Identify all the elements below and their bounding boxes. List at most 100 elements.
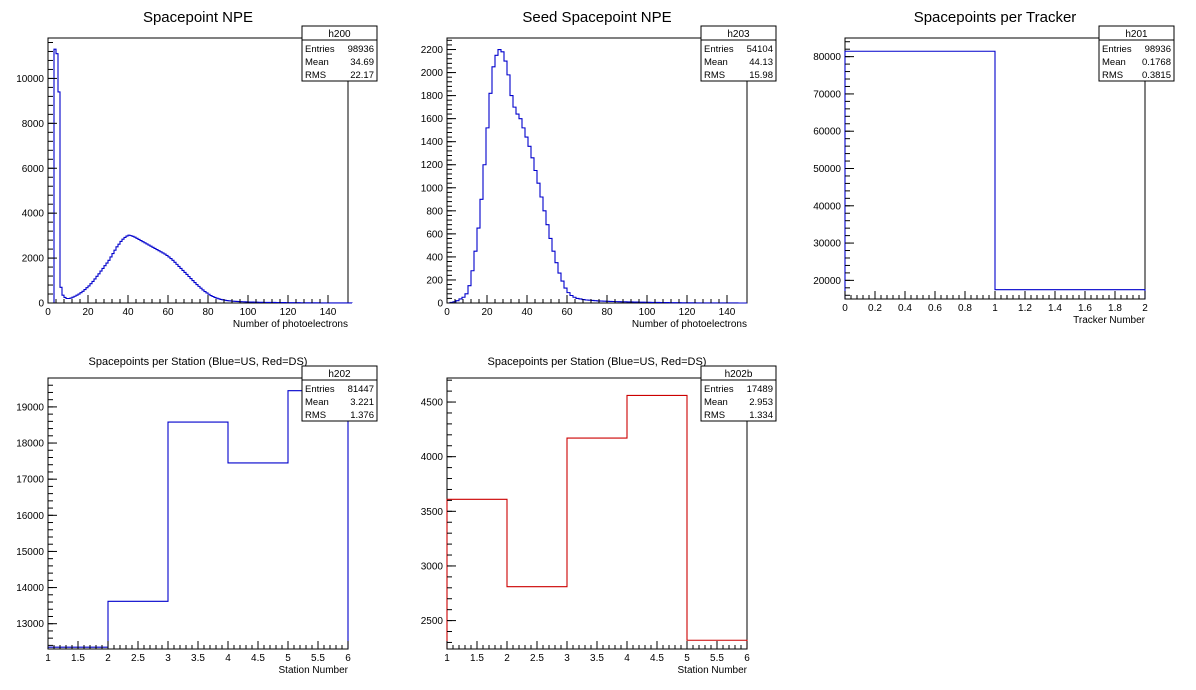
stats-value-mean: 3.221 — [350, 397, 374, 408]
stats-box-frame — [700, 25, 777, 82]
y-tick-label: 19000 — [16, 402, 44, 413]
chart-title: Seed Spacepoint NPE — [522, 9, 671, 26]
stats-label-mean: Mean — [1102, 57, 1126, 68]
stats-value-rms: 1.334 — [749, 410, 773, 421]
stats-value-rms: 1.376 — [350, 410, 374, 421]
y-tick-label: 80000 — [813, 52, 841, 63]
x-tick-label: 80 — [601, 307, 613, 318]
y-tick-label: 3000 — [421, 561, 444, 572]
x-tick-label: 2 — [105, 653, 111, 664]
histogram-line — [446, 394, 748, 649]
stats-box-frame — [1098, 25, 1175, 82]
y-tick-label: 600 — [426, 229, 443, 240]
y-tick-label: 50000 — [813, 164, 841, 175]
stats-value-entries: 17489 — [747, 384, 773, 395]
y-tick-label: 15000 — [16, 547, 44, 558]
stats-box: h201 Entries 98936 Mean 0.1768 RMS 0.3815 — [1098, 25, 1175, 82]
histogram-line — [47, 390, 349, 649]
y-tick-label: 1400 — [421, 137, 444, 148]
histogram-line — [447, 48, 747, 304]
x-tick-label: 0.8 — [958, 303, 972, 314]
x-axis-label: Station Number — [678, 665, 748, 676]
stats-label-entries: Entries — [305, 44, 335, 55]
x-tick-label: 1.5 — [71, 653, 85, 664]
x-tick-label: 6 — [744, 653, 750, 664]
stats-box-frame — [700, 365, 777, 422]
y-tick-label: 0 — [437, 299, 443, 310]
y-tick-label: 16000 — [16, 511, 44, 522]
x-tick-label: 1 — [992, 303, 998, 314]
x-tick-label: 20 — [82, 307, 94, 318]
x-tick-label: 1.8 — [1108, 303, 1122, 314]
stats-box: h203 Entries 54104 Mean 44.13 RMS 15.98 — [700, 25, 777, 82]
stats-label-rms: RMS — [1102, 70, 1123, 81]
stats-hist-name: h201 — [1125, 29, 1148, 40]
stats-value-rms: 22.17 — [350, 70, 374, 81]
stats-box: h202b Entries 17489 Mean 2.953 RMS 1.334 — [700, 365, 777, 422]
x-tick-label: 0.6 — [928, 303, 942, 314]
y-tick-label: 1600 — [421, 114, 444, 125]
y-tick-label: 18000 — [16, 439, 44, 450]
x-tick-label: 0 — [444, 307, 450, 318]
x-tick-label: 3 — [165, 653, 171, 664]
stats-box-frame — [301, 25, 378, 82]
stats-hist-name: h203 — [727, 29, 750, 40]
stats-label-mean: Mean — [305, 57, 329, 68]
y-tick-label: 3500 — [421, 507, 444, 518]
stats-value-mean: 2.953 — [749, 397, 773, 408]
x-tick-label: 100 — [240, 307, 257, 318]
x-tick-label: 1.4 — [1048, 303, 1062, 314]
y-tick-label: 4000 — [22, 209, 45, 220]
x-tick-label: 3 — [564, 653, 570, 664]
y-tick-label: 10000 — [16, 74, 44, 85]
stats-label-entries: Entries — [704, 44, 734, 55]
x-tick-label: 2 — [504, 653, 510, 664]
stats-value-mean: 44.13 — [749, 57, 773, 68]
y-tick-label: 13000 — [16, 619, 44, 630]
stats-value-rms: 0.3815 — [1142, 70, 1171, 81]
chart-title: Spacepoint NPE — [143, 9, 253, 26]
x-axis-label: Number of photoelectrons — [632, 319, 747, 330]
stats-label-rms: RMS — [305, 410, 326, 421]
y-tick-label: 1200 — [421, 160, 444, 171]
plot-frame — [47, 37, 349, 304]
stats-hist-name: h200 — [328, 29, 351, 40]
y-tick-label: 17000 — [16, 475, 44, 486]
x-tick-label: 0.2 — [868, 303, 882, 314]
stats-hist-name: h202 — [328, 369, 351, 380]
x-tick-label: 3.5 — [191, 653, 205, 664]
x-tick-label: 140 — [320, 307, 337, 318]
y-tick-label: 800 — [426, 206, 443, 217]
y-tick-label: 2000 — [22, 254, 45, 265]
x-axis-label: Station Number — [279, 665, 349, 676]
y-tick-label: 2000 — [421, 68, 444, 79]
histogram-line — [844, 50, 1146, 299]
y-tick-label: 70000 — [813, 89, 841, 100]
chart-title: Spacepoints per Station (Blue=US, Red=DS… — [488, 356, 707, 368]
histogram-line — [48, 48, 353, 304]
x-tick-label: 80 — [202, 307, 214, 318]
x-tick-label: 60 — [162, 307, 174, 318]
x-tick-label: 0 — [842, 303, 848, 314]
y-tick-label: 40000 — [813, 201, 841, 212]
x-tick-label: 2 — [1142, 303, 1148, 314]
x-tick-label: 4.5 — [650, 653, 664, 664]
histogram-panel-h201: Spacepoints per Tracker 0 0.2 0.4 0.6 0.8 1 1.2… — [813, 9, 1175, 326]
y-tick-label: 1000 — [421, 183, 444, 194]
x-axis-label: Tracker Number — [1073, 315, 1146, 326]
histogram-panel-h200: Spacepoint NPE 0 20 40 60 80 100 120 140 0 2000 400… — [16, 9, 378, 330]
x-tick-label: 100 — [639, 307, 656, 318]
histogram-panel-h202b: Spacepoints per Station (Blue=US, Red=DS… — [421, 356, 777, 676]
x-tick-label: 2.5 — [131, 653, 145, 664]
x-tick-label: 4 — [624, 653, 630, 664]
x-tick-label: 1.5 — [470, 653, 484, 664]
y-tick-label: 1800 — [421, 91, 444, 102]
stats-label-mean: Mean — [704, 57, 728, 68]
stats-label-rms: RMS — [305, 70, 326, 81]
y-tick-label: 200 — [426, 275, 443, 286]
x-tick-label: 2.5 — [530, 653, 544, 664]
y-tick-label: 400 — [426, 252, 443, 263]
y-tick-label: 2200 — [421, 45, 444, 56]
